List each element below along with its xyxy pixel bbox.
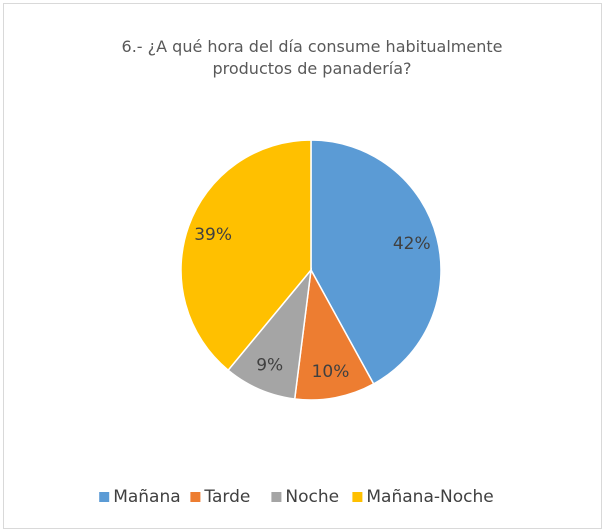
- legend-swatch: [271, 492, 282, 502]
- legend-label: Mañana: [113, 487, 180, 507]
- chart-title: 6.- ¿A qué hora del día consume habitual…: [121, 37, 503, 78]
- data-label: 10%: [312, 362, 350, 382]
- legend-label: Mañana-Noche: [366, 487, 493, 507]
- data-label: 42%: [393, 234, 431, 254]
- legend-label: Noche: [285, 487, 339, 507]
- legend-swatch: [99, 492, 110, 502]
- data-label: 39%: [194, 225, 232, 245]
- pie-slice: [293, 267, 375, 401]
- pie-slice: [310, 139, 442, 385]
- data-label: 9%: [256, 355, 283, 375]
- legend-swatch: [352, 492, 363, 502]
- legend-swatch: [190, 492, 201, 502]
- pie-slice: [180, 139, 312, 372]
- legend-label: Tarde: [203, 487, 250, 507]
